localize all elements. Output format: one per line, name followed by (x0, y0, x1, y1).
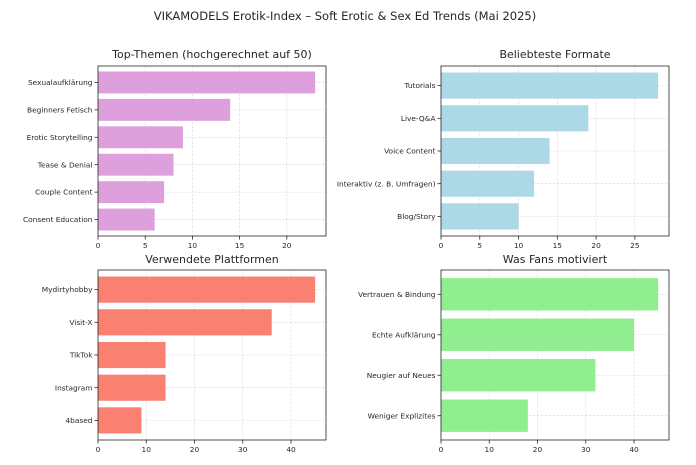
bar-beginners-fetisch (98, 98, 231, 121)
x-tick-label: 10 (514, 241, 524, 250)
chart-panel-plattformen: Mydirtyhobby Visit-X TikTok Instagram 4based… (42, 253, 327, 454)
figure-title: VIKAMODELS Erotik-Index – Soft Erotic & … (154, 9, 536, 23)
bar-4based (98, 407, 142, 434)
chart-title-plattformen: Verwendete Plattformen (145, 253, 278, 266)
bar-live-q-a (441, 105, 589, 132)
axes-frame (440, 65, 670, 237)
x-tick-label: 20 (591, 241, 601, 250)
x-tick-label: 10 (485, 445, 495, 454)
x-tick-label: 20 (533, 445, 543, 454)
category-label: Vertrauen & Bindung (358, 290, 436, 299)
category-label: Beginners Fetisch (27, 105, 93, 114)
bar-tutorials (441, 72, 659, 99)
x-tick-label: 40 (286, 445, 296, 454)
category-label: Live-Q&A (401, 114, 436, 123)
category-label: Mydirtyhobby (42, 285, 93, 294)
category-label: Neugier auf Neues (367, 371, 436, 380)
x-tick-label: 25 (630, 241, 640, 250)
category-label: Voice Content (384, 147, 436, 156)
bar-blog-story (441, 203, 519, 230)
category-label: Erotic Storytelling (27, 133, 93, 142)
x-tick-label: 0 (439, 241, 444, 250)
category-label: Weniger Explizites (368, 411, 436, 420)
x-tick-label: 30 (581, 445, 591, 454)
x-tick-label: 15 (235, 241, 245, 250)
x-tick-label: 5 (477, 241, 482, 250)
bar-erotic-storytelling (98, 126, 183, 149)
x-tick-label: 0 (96, 241, 101, 250)
chart-title-top-themen: Top-Themen (hochgerechnet auf 50) (111, 48, 312, 61)
bar-tiktok (98, 341, 166, 369)
x-tick-label: 30 (238, 445, 248, 454)
category-label: Couple Content (35, 188, 93, 197)
x-tick-label: 10 (142, 445, 152, 454)
axes-frame (97, 65, 327, 237)
x-tick-label: 10 (188, 241, 198, 250)
bar-instagram (98, 374, 166, 401)
category-label: Sexualaufklärung (28, 78, 93, 87)
bar-interaktiv-z-b-umfragen (441, 170, 535, 197)
bar-voice-content (441, 137, 550, 165)
category-label: Tease & Denial (37, 160, 93, 169)
x-tick-label: 40 (629, 445, 639, 454)
bar-vertrauen-bindung (441, 278, 659, 311)
bar-tease-denial (98, 153, 174, 176)
chart-title-formate: Beliebteste Formate (499, 48, 610, 61)
category-label: Blog/Story (397, 212, 436, 221)
category-label: Instagram (55, 383, 93, 392)
chart-panel-top-themen: Sexualaufklärung Beginners Fetisch Erotic … (23, 48, 327, 250)
category-label: Tutorials (403, 81, 435, 90)
category-label: Interaktiv (z. B. Umfragen) (337, 179, 436, 188)
category-label: Visit-X (69, 318, 92, 327)
x-tick-label: 0 (96, 445, 101, 454)
axes-frame (440, 269, 670, 441)
bar-mydirtyhobby (98, 276, 316, 303)
category-label: TikTok (69, 351, 93, 360)
chart-panel-fans-motiviert: Vertrauen & Bindung Echte Aufklärung Neugi… (358, 253, 670, 454)
x-tick-label: 0 (439, 445, 444, 454)
bar-neugier-auf-neues (441, 359, 596, 392)
category-label: 4based (65, 416, 92, 425)
bar-visit-x (98, 309, 272, 336)
bar-sexualaufklarung (98, 71, 316, 94)
bar-echte-aufklarung (441, 318, 635, 351)
bar-weniger-explizites (441, 399, 528, 432)
chart-title-fans-motiviert: Was Fans motiviert (503, 253, 608, 266)
category-label: Consent Education (23, 215, 93, 224)
bar-couple-content (98, 181, 165, 204)
x-tick-label: 20 (190, 445, 200, 454)
chart-panel-formate: Tutorials Live-Q&A Voice Content Interaktiv… (337, 48, 670, 250)
bar-consent-education (98, 208, 155, 231)
axes-frame (97, 269, 327, 441)
x-tick-label: 5 (143, 241, 148, 250)
x-tick-label: 15 (553, 241, 563, 250)
x-tick-label: 20 (282, 241, 292, 250)
category-label: Echte Aufklärung (372, 330, 436, 339)
